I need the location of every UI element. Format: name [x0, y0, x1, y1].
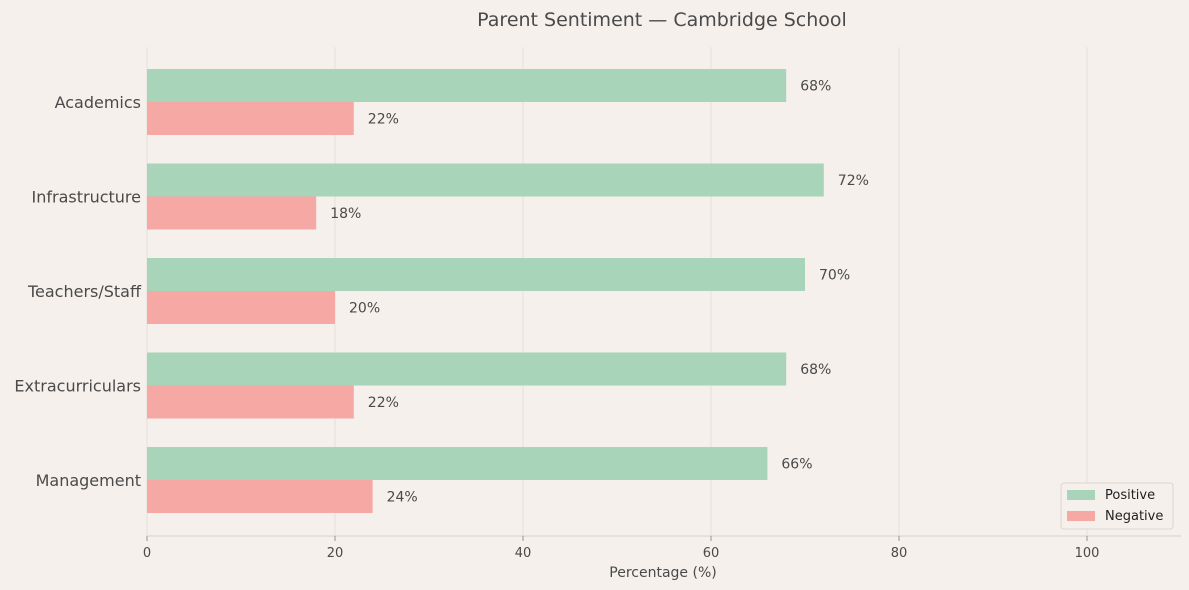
data-label-positive: 68%	[800, 362, 831, 378]
bar-positive	[147, 69, 787, 102]
legend-swatch-positive	[1067, 490, 1095, 500]
x-tick-label: 80	[891, 546, 908, 561]
chart-title: Parent Sentiment — Cambridge School	[477, 9, 847, 31]
category-label: Teachers/Staff	[27, 282, 142, 301]
x-tick-label: 60	[703, 546, 720, 561]
x-tick-label: 100	[1075, 546, 1100, 561]
data-label-negative: 22%	[368, 395, 399, 411]
bar-positive	[147, 258, 805, 291]
legend-label-negative: Negative	[1105, 509, 1163, 524]
legend: Positive Negative	[1060, 482, 1174, 530]
x-tick-label: 20	[327, 546, 344, 561]
x-axis-label: Percentage (%)	[609, 565, 716, 581]
data-label-positive: 70%	[819, 268, 850, 284]
data-label-negative: 22%	[368, 112, 399, 128]
data-label-negative: 18%	[330, 206, 361, 222]
data-labels: 68% 22% 72% 18% 70% 20% 68% 22% 66% 24%	[330, 79, 869, 506]
category-labels: Academics Infrastructure Teachers/Staff Ext…	[14, 93, 142, 490]
bar-negative	[147, 480, 373, 513]
data-label-positive: 66%	[781, 457, 812, 473]
x-tick-label: 0	[143, 546, 151, 561]
category-label: Academics	[55, 93, 141, 112]
bar-negative	[147, 196, 317, 230]
category-label: Extracurriculars	[14, 377, 141, 396]
data-label-positive: 68%	[800, 79, 831, 95]
bar-positive	[147, 447, 768, 480]
bar-positive	[147, 352, 787, 386]
x-ticks: 0 20 40 60 80 100	[143, 536, 1100, 561]
bar-negative	[147, 385, 354, 419]
category-label: Management	[36, 471, 141, 490]
data-label-negative: 20%	[349, 301, 380, 317]
x-tick-label: 40	[515, 546, 532, 561]
data-label-positive: 72%	[838, 173, 869, 189]
bar-negative	[147, 102, 354, 135]
bar-negative	[147, 291, 335, 324]
category-label: Infrastructure	[32, 188, 141, 207]
bars	[147, 69, 824, 513]
legend-swatch-negative	[1067, 511, 1095, 521]
bar-positive	[147, 163, 824, 197]
data-label-negative: 24%	[387, 490, 418, 506]
legend-label-positive: Positive	[1105, 488, 1155, 503]
